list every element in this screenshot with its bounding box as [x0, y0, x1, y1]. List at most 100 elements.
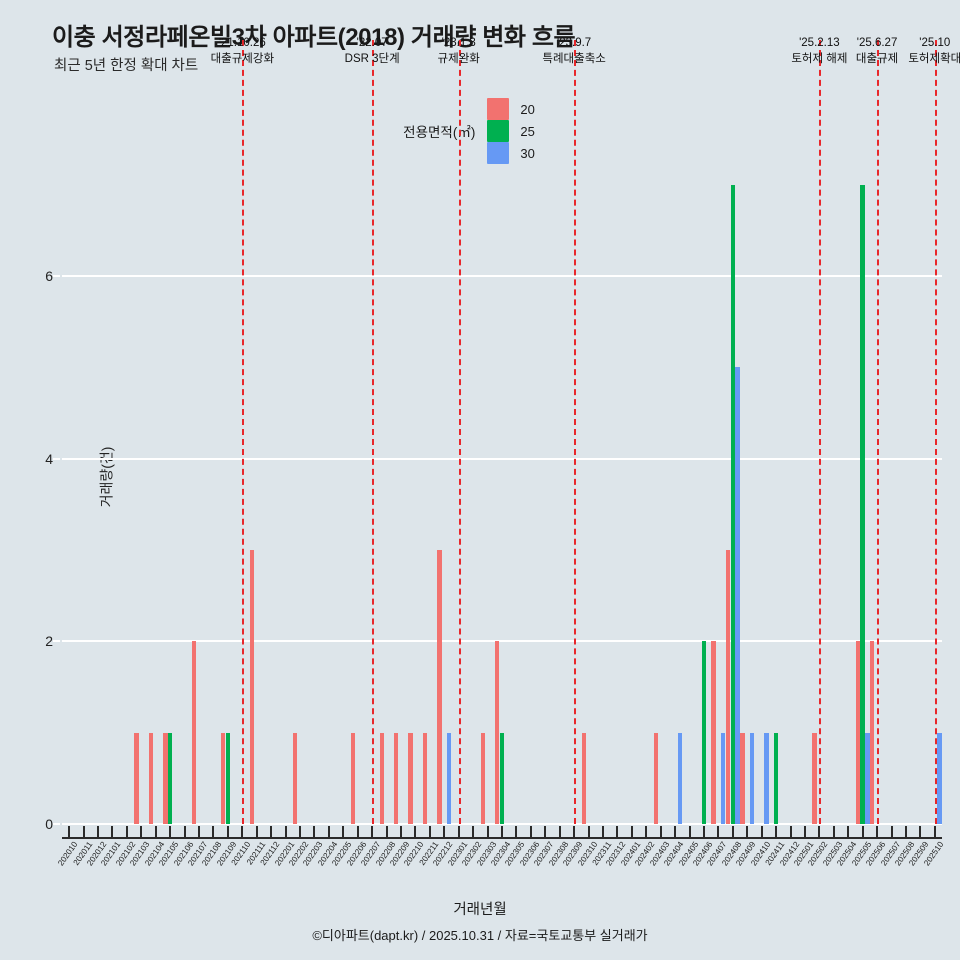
bar-202409-20[interactable] — [740, 732, 745, 824]
x-axis-tick — [601, 826, 604, 837]
bar-202406-25[interactable] — [701, 641, 707, 824]
x-axis-tick — [82, 826, 85, 837]
x-axis-tick — [861, 826, 864, 837]
event-line-202506 — [877, 40, 880, 824]
event-date: '23.9.7 — [557, 37, 592, 49]
x-axis-tick — [760, 826, 763, 837]
bar-202505-30[interactable] — [865, 732, 870, 824]
bar-202408-20[interactable] — [725, 550, 731, 824]
x-axis-tick — [327, 826, 330, 837]
x-axis-tick — [198, 826, 201, 837]
x-axis-tick — [212, 826, 215, 837]
event-date: '23.1.3 — [441, 37, 476, 49]
event-label-202506: '25.6.27 대출규제 — [856, 35, 898, 67]
bar-202407-30[interactable] — [720, 732, 726, 824]
x-axis-tick — [919, 826, 922, 837]
event-date: '25.2.13 — [799, 37, 840, 49]
bar-202404-30[interactable] — [677, 732, 683, 824]
x-axis-tick — [904, 826, 907, 837]
x-axis-tick — [558, 826, 561, 837]
bar-202408-30[interactable] — [735, 367, 740, 824]
x-axis-tick — [270, 826, 273, 837]
bar-202212-20[interactable] — [437, 550, 442, 824]
bar-202212-30[interactable] — [446, 732, 452, 824]
x-axis-tick — [573, 826, 576, 837]
bar-202505-25[interactable] — [860, 184, 865, 824]
bar-202506-20[interactable] — [870, 641, 875, 824]
page-title: 이충 서정라페온빌3차 아파트(2018) 거래량 변화 흐름 — [52, 24, 576, 51]
event-text: 토허제확대 — [908, 53, 960, 65]
bar-202109-25[interactable] — [225, 732, 231, 824]
bar-202107-20[interactable] — [192, 641, 197, 824]
event-text: 규제완화 — [437, 53, 480, 65]
bar-202409-30[interactable] — [749, 732, 755, 824]
x-axis-tick — [501, 826, 503, 837]
event-label-202207: '22.07 DSR 3단계 — [345, 35, 400, 67]
x-axis-tick — [414, 826, 417, 837]
bar-202202-20[interactable] — [293, 732, 298, 824]
bar-202408-25[interactable] — [730, 184, 735, 824]
bar-202304-20[interactable] — [495, 641, 500, 824]
bar-202209-20[interactable] — [394, 732, 399, 824]
x-axis-tick — [544, 826, 547, 837]
bar-202210-20[interactable] — [408, 732, 413, 824]
event-label-202110: '21.10.26 대출규제강화 — [211, 35, 274, 67]
bar-202510-30[interactable] — [937, 732, 942, 824]
bar-202111-20[interactable] — [249, 550, 255, 824]
event-line-202510 — [934, 40, 937, 824]
x-axis-tick — [284, 826, 287, 837]
legend-items: 20 25 30 — [487, 98, 556, 164]
bar-202502-20[interactable] — [812, 732, 817, 824]
x-axis-tick — [717, 826, 720, 837]
x-axis-tick — [111, 826, 114, 837]
bar-202206-20[interactable] — [350, 732, 356, 824]
legend-item-30[interactable]: 30 — [487, 142, 535, 164]
bar-202304-25[interactable] — [499, 732, 505, 824]
bar-202103-20[interactable] — [134, 732, 139, 824]
plot-area: 거래량(건) 0 2 4 6'21.10.26 대출규제강화 '22.07 DSR 3단계 '… — [45, 37, 960, 832]
bar-202104-20[interactable] — [148, 732, 154, 824]
y-axis-tick-label: 4 — [45, 450, 53, 467]
bar-202303-20[interactable] — [480, 732, 485, 824]
x-axis-tick — [457, 826, 460, 837]
y-axis-tick — [53, 823, 60, 825]
bar-202411-25[interactable] — [773, 732, 779, 824]
event-date: '25.10 — [919, 37, 951, 49]
legend-item-25[interactable]: 25 — [487, 120, 535, 142]
x-axis-tick — [587, 826, 590, 837]
x-axis-title: 거래년월 — [453, 902, 507, 918]
bar-202410-30[interactable] — [764, 732, 769, 824]
x-axis-tick — [789, 826, 792, 837]
bar-202310-20[interactable] — [581, 732, 586, 824]
event-text: 대출규제 — [855, 53, 899, 65]
event-line-202309 — [574, 40, 577, 824]
x-axis-tick — [299, 826, 302, 837]
bar-202105-25[interactable] — [167, 732, 173, 824]
legend-item-label: 25 — [520, 123, 535, 139]
x-axis-tick — [688, 826, 691, 837]
x-axis-tick — [933, 826, 936, 837]
x-axis-tick — [659, 826, 662, 837]
x-axis-tick — [746, 826, 749, 837]
bar-202407-20[interactable] — [711, 641, 716, 824]
legend-item-20[interactable]: 20 — [487, 98, 535, 120]
x-axis-tick — [68, 826, 71, 837]
legend-swatch-icon — [487, 142, 510, 164]
footer-credit: ©디아파트(dapt.kr) / 2025.10.31 / 자료=국토교통부 실… — [312, 928, 648, 943]
x-axis-tick — [97, 826, 100, 837]
x-axis-tick — [443, 826, 446, 837]
bar-202105-20[interactable] — [163, 732, 168, 824]
bar-202505-20[interactable] — [855, 641, 861, 824]
bar-202208-20[interactable] — [379, 732, 384, 824]
bar-202109-20[interactable] — [220, 732, 226, 824]
bar-202211-20[interactable] — [422, 732, 428, 824]
event-line-202301 — [458, 40, 461, 824]
bar-202403-20[interactable] — [653, 732, 659, 824]
event-text: 대출규제강화 — [210, 53, 275, 65]
x-axis-tick — [255, 826, 258, 837]
x-axis-tick — [428, 826, 431, 837]
page-subtitle: 최근 5년 한정 확대 차트 — [54, 58, 199, 74]
x-axis-tick — [818, 826, 821, 837]
x-axis-tick — [674, 826, 677, 837]
